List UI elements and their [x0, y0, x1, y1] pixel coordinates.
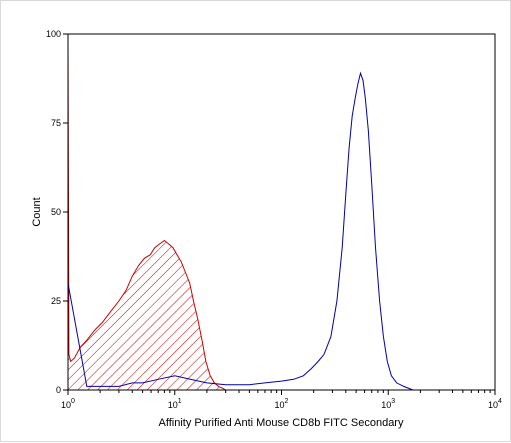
- series-layer: [67, 41, 414, 391]
- y-axis-ticks: 0 25 50 75 100: [46, 29, 68, 395]
- y-tick-label: 25: [51, 296, 61, 306]
- series-1-line: [67, 71, 414, 391]
- x-tick-label: 101: [168, 398, 182, 410]
- x-axis-ticks: 100 101 102 103 104: [61, 390, 502, 410]
- series-0-fill: [68, 41, 226, 390]
- y-tick-label: 0: [56, 385, 61, 395]
- y-tick-label: 100: [46, 29, 61, 39]
- y-tick-label: 50: [51, 207, 61, 217]
- x-tick-label: 100: [61, 398, 75, 410]
- x-tick-label: 104: [488, 398, 502, 410]
- y-axis-title: Count: [31, 197, 43, 226]
- x-tick-label: 102: [275, 398, 289, 410]
- series-0-line: [67, 41, 226, 391]
- x-tick-label: 103: [381, 398, 395, 410]
- y-tick-label: 75: [51, 118, 61, 128]
- x-axis-title: Affinity Purified Anti Mouse CD8b FITC S…: [159, 417, 404, 429]
